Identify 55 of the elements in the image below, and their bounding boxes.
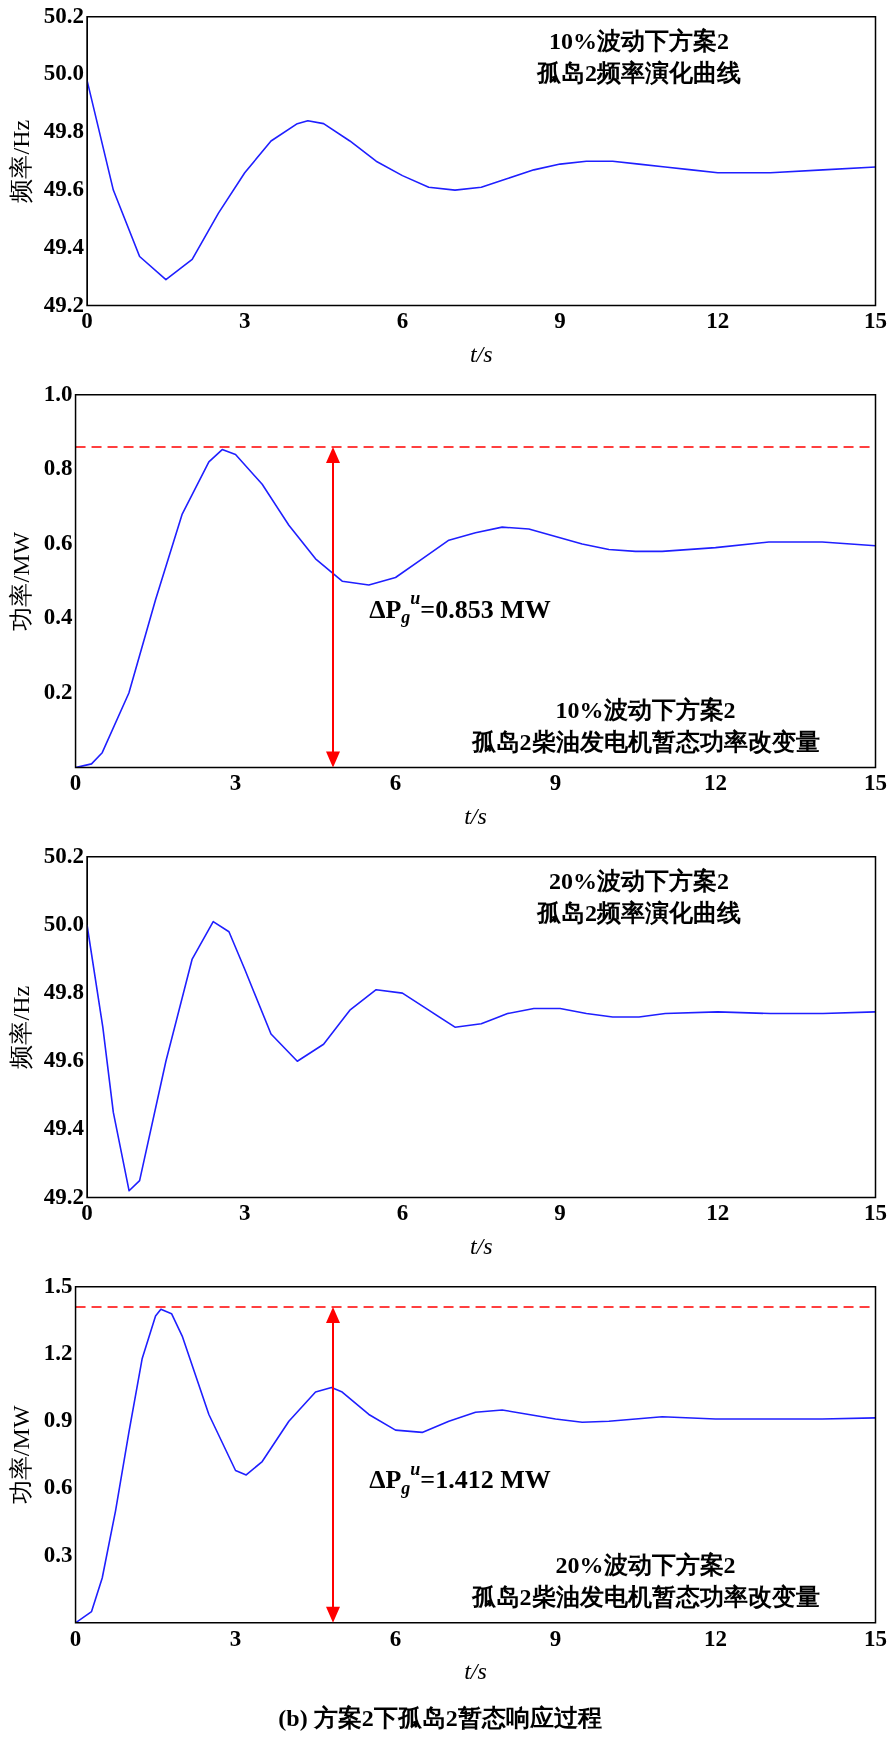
y-tick-label: 0.8	[43, 455, 73, 481]
x-tick-label: 9	[554, 308, 566, 334]
x-tick-label: 3	[229, 770, 242, 796]
y-tick-label: 1.2	[43, 1339, 73, 1365]
x-axis-title: t/s	[469, 340, 493, 367]
y-tick-label: 0.6	[43, 1474, 73, 1500]
x-tick-label: 15	[864, 308, 887, 334]
x-axis-title: t/s	[464, 1658, 487, 1685]
annotation: 20%波动下方案2 孤岛2频率演化曲线	[535, 867, 741, 926]
x-tick-label: 9	[549, 770, 562, 796]
y-tick-label: 50.0	[43, 910, 85, 936]
x-tick-label: 3	[238, 308, 251, 334]
y-tick-label: 50.2	[43, 842, 85, 868]
annotation: 20%波动下方案2 孤岛2柴油发电机暂态功率改变量	[470, 1551, 820, 1610]
y-tick-label: 1.0	[43, 380, 73, 406]
x-axis-title: t/s	[469, 1232, 493, 1259]
y-tick-label: 1.5	[43, 1272, 73, 1298]
annotation: 10%波动下方案2 孤岛2频率演化曲线	[535, 27, 741, 86]
y-axis-title: 频率/Hz	[7, 985, 34, 1069]
y-tick-label: 49.6	[43, 1047, 85, 1073]
y-tick-label: 49.4	[43, 1115, 85, 1141]
y-tick-label: 0.4	[43, 604, 74, 630]
y-tick-label: 0.3	[43, 1541, 73, 1567]
x-tick-label: 12	[706, 308, 730, 334]
x-tick-label: 0	[69, 770, 82, 796]
x-tick-label: 6	[396, 1200, 409, 1226]
y-tick-label: 0.6	[43, 529, 73, 555]
annotation: 10%波动下方案2 孤岛2柴油发电机暂态功率改变量	[470, 695, 820, 755]
y-tick-label: 0.9	[43, 1407, 73, 1433]
y-axis-title: 功率/MW	[7, 531, 34, 631]
x-tick-label: 6	[396, 308, 409, 334]
x-tick-label: 15	[864, 1200, 887, 1226]
y-tick-label: 50.0	[43, 60, 85, 86]
x-tick-label: 12	[706, 1200, 730, 1226]
x-tick-label: 3	[229, 1625, 242, 1651]
y-tick-label: 0.2	[43, 678, 73, 704]
x-tick-label: 12	[704, 770, 728, 796]
x-tick-label: 12	[704, 1625, 728, 1651]
x-tick-label: 3	[238, 1200, 251, 1226]
y-tick-label: 49.8	[43, 979, 85, 1005]
x-tick-label: 9	[549, 1625, 562, 1651]
x-tick-label: 9	[554, 1200, 566, 1226]
x-tick-label: 15	[864, 770, 887, 796]
y-tick-label: 49.4	[43, 233, 85, 259]
y-axis-title: 功率/MW	[7, 1405, 34, 1505]
x-tick-label: 6	[389, 770, 402, 796]
x-tick-label: 0	[69, 1625, 82, 1651]
text: (b) 方案2下孤岛2暂态响应过程	[278, 1703, 602, 1731]
y-axis-title: 频率/Hz	[7, 119, 34, 203]
x-tick-label: 6	[389, 1625, 402, 1651]
y-tick-label: 49.6	[43, 176, 85, 202]
x-axis-title: t/s	[464, 802, 487, 829]
y-tick-label: 49.8	[43, 118, 85, 144]
y-tick-label: 50.2	[43, 2, 85, 28]
x-tick-label: 15	[864, 1625, 887, 1651]
